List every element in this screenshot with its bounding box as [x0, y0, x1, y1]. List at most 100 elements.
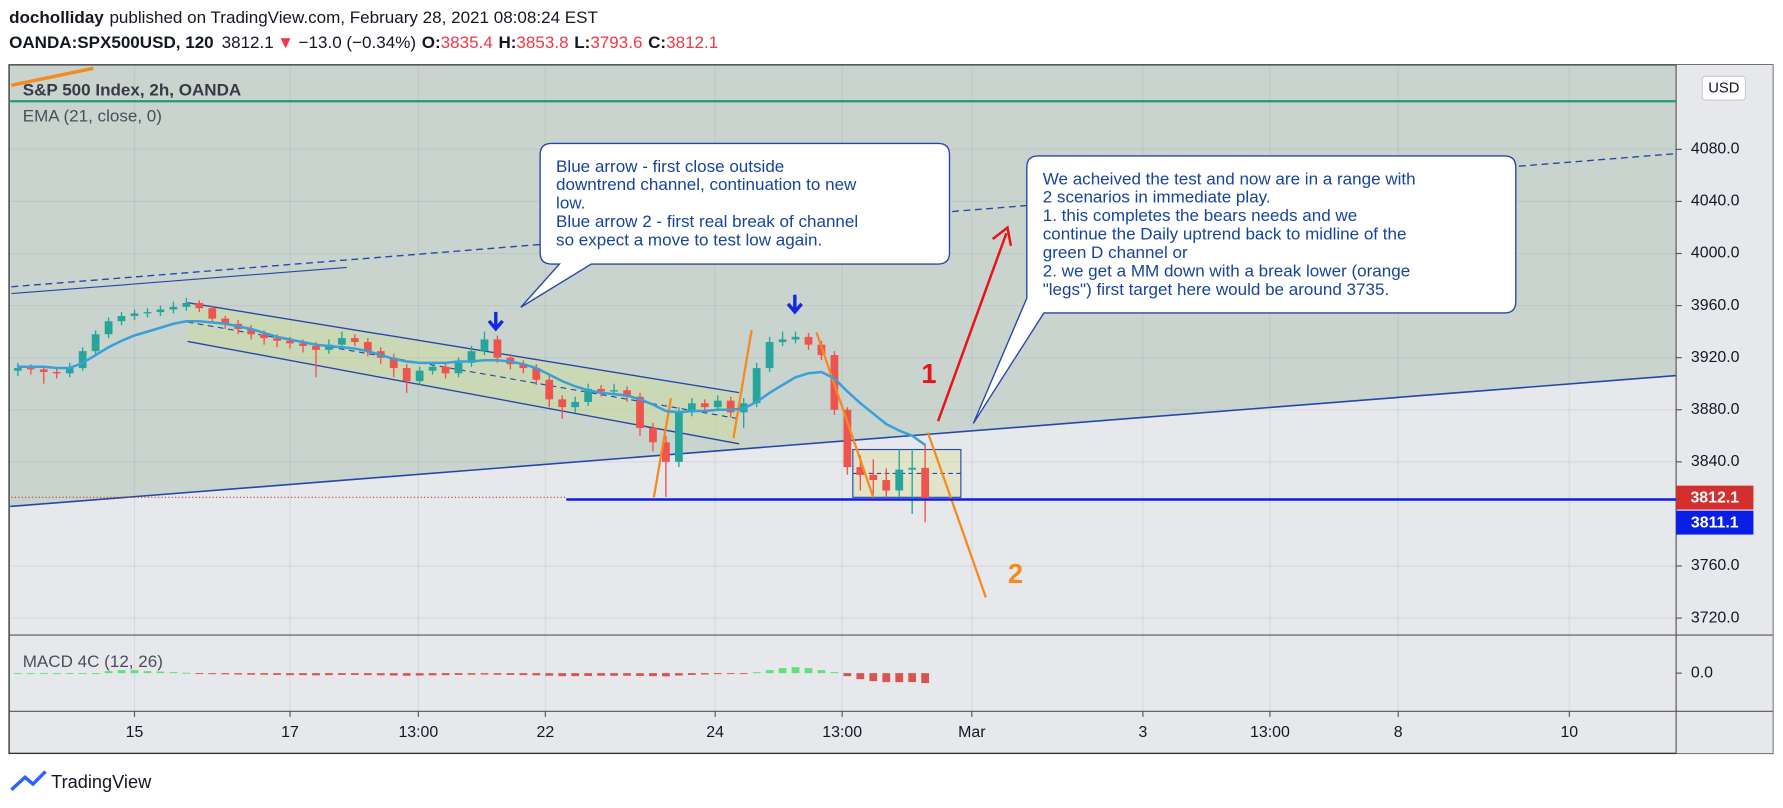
macd-bar	[234, 673, 243, 675]
macd-bar	[804, 668, 813, 674]
macd-bar	[26, 673, 35, 675]
macd-bar	[441, 673, 450, 676]
macd-bar	[428, 673, 437, 676]
x-tick-label: 13:00	[398, 724, 438, 741]
currency: USD	[1708, 81, 1739, 97]
candle-body	[325, 344, 333, 350]
l-label: L:	[574, 33, 590, 52]
candle-body	[674, 412, 683, 462]
macd-bar	[791, 667, 800, 674]
macd-bar	[623, 673, 631, 676]
candle-body	[778, 339, 787, 343]
macd-bar	[91, 673, 100, 675]
candle-body	[389, 357, 398, 369]
candle-body	[65, 368, 74, 374]
macd-bar	[649, 673, 657, 677]
candle-body	[493, 339, 502, 358]
o-label: O:	[422, 33, 441, 52]
macd-bar	[830, 672, 839, 674]
x-tick-label: 13:00	[822, 724, 862, 741]
red-arrow	[936, 232, 1008, 422]
macd-bar	[480, 673, 489, 675]
macd-bar	[739, 673, 748, 675]
y-tick-label: 3760.0	[1691, 557, 1740, 574]
macd-bar	[752, 672, 761, 674]
candle-body	[610, 390, 618, 392]
orange-leg	[815, 331, 875, 498]
candle-body	[713, 400, 722, 408]
macd-bar	[104, 671, 113, 674]
candle-body	[700, 403, 709, 408]
macd-bar	[376, 673, 385, 676]
c-value: 3812.1	[666, 33, 718, 52]
candle-body	[39, 369, 48, 372]
published: published on TradingView.com, February 2…	[109, 8, 598, 27]
macd-bar	[843, 673, 852, 677]
candle-body	[791, 336, 800, 340]
header-line-1: docholliday published on TradingView.com,…	[9, 8, 598, 27]
macd-bar	[402, 673, 411, 676]
x-tick-label: Mar	[958, 724, 986, 741]
blue-arrow	[487, 311, 504, 332]
brand: TradingView	[51, 772, 152, 792]
macd-bar	[169, 672, 178, 674]
macd-bar	[312, 673, 320, 676]
candle-body	[869, 474, 878, 481]
macd-bar	[13, 673, 22, 675]
macd-bar	[597, 673, 606, 676]
macd-bar	[221, 673, 230, 675]
macd-bar	[117, 670, 126, 674]
candle-body	[260, 334, 269, 339]
candle-body	[208, 308, 217, 319]
ema-label: EMA (21, close, 0)	[23, 107, 162, 126]
note-line: Blue arrow - first close outside	[556, 157, 784, 176]
macd-bar	[363, 673, 372, 676]
candle-body	[78, 351, 87, 369]
macd-bar	[519, 673, 528, 676]
x-tick-label: 13:00	[1250, 724, 1290, 741]
candle-body	[467, 351, 476, 363]
note-line: Blue arrow 2 - first real break of chann…	[556, 212, 858, 231]
candle-body	[636, 396, 644, 428]
macd-bar	[687, 673, 696, 675]
logo	[10, 770, 47, 792]
macd-bar	[908, 673, 917, 683]
y-tick-label: 3720.0	[1691, 609, 1740, 626]
macd-bar	[817, 670, 826, 674]
candle-body	[856, 467, 865, 475]
last-price-label: 3812.1	[1690, 489, 1739, 506]
candle-body	[312, 345, 320, 350]
macd-bar	[130, 670, 139, 674]
candle-body	[299, 343, 307, 346]
last: 3812.1	[222, 33, 274, 52]
note-line: so expect a move to test low again.	[556, 231, 822, 250]
macd-bar	[247, 673, 256, 675]
macd-bar	[674, 673, 683, 676]
macd-bar	[545, 673, 554, 676]
orange-leg	[652, 398, 673, 498]
scenario-label: 2	[1008, 558, 1023, 589]
macd-bar	[882, 673, 891, 683]
macd-bar	[765, 670, 774, 674]
ema-line	[17, 320, 926, 446]
macd-bar	[895, 673, 904, 683]
candle-body	[558, 399, 567, 408]
down-channel-top	[187, 302, 740, 394]
macd-bar	[52, 673, 61, 675]
arrow: ▼	[277, 33, 294, 52]
macd-bar	[415, 673, 424, 676]
candle-body	[532, 368, 541, 380]
l-value: 3793.6	[590, 33, 642, 52]
macd-tick-label: 0.0	[1691, 664, 1713, 681]
macd-bar	[558, 673, 567, 677]
candle-body	[882, 480, 891, 491]
candle-body	[247, 329, 256, 335]
down-channel-fill	[187, 302, 740, 444]
macd-bar	[506, 673, 515, 675]
macd-bar	[610, 673, 618, 676]
macd-bar	[467, 673, 476, 675]
candle-body	[584, 388, 593, 402]
trend-line	[11, 266, 347, 295]
candle-body	[687, 403, 696, 413]
down-channel-bottom	[187, 340, 740, 445]
